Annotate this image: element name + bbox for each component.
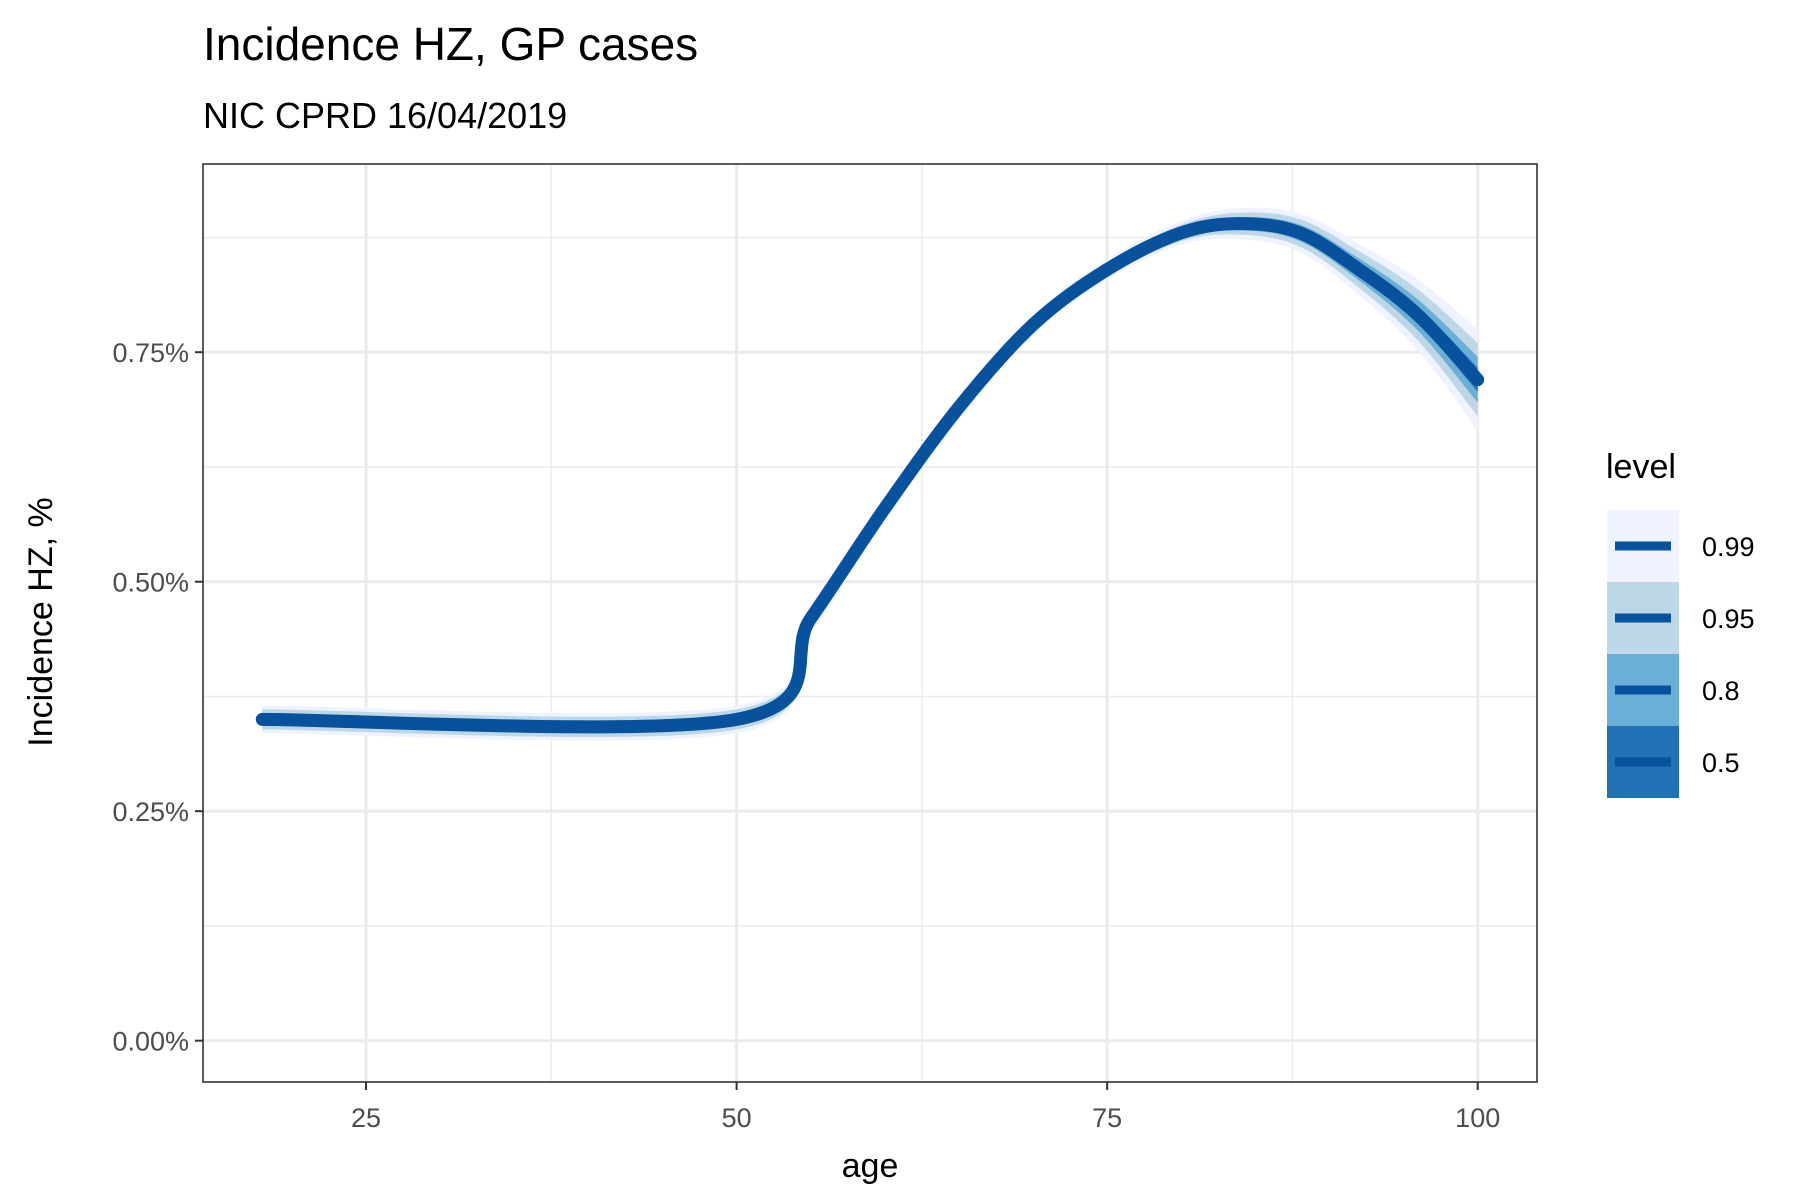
x-tick-label: 75 — [1092, 1103, 1122, 1133]
grid-major — [203, 164, 1537, 1082]
legend-label-0.95: 0.95 — [1702, 604, 1755, 634]
chart-title: Incidence HZ, GP cases — [203, 18, 698, 70]
y-tick-label: 0.00% — [112, 1027, 189, 1057]
chart-subtitle: NIC CPRD 16/04/2019 — [203, 95, 567, 136]
y-tick-label: 0.75% — [112, 338, 189, 368]
x-axis-title: age — [842, 1147, 899, 1185]
plot-panel — [202, 163, 1538, 1083]
panel-border — [202, 163, 1538, 1083]
x-tick-label: 25 — [351, 1103, 381, 1133]
x-tick-label: 50 — [722, 1103, 752, 1133]
y-tick-label: 0.25% — [112, 797, 189, 827]
grid-minor — [203, 164, 1537, 1082]
y-tick-label: 0.50% — [112, 568, 189, 598]
y-axis: 0.00% 0.25% 0.50% 0.75% — [112, 338, 203, 1057]
legend: level 0.99 0.95 0.8 0.5 — [1606, 448, 1755, 798]
legend-label-0.99: 0.99 — [1702, 532, 1755, 562]
legend-title: level — [1606, 448, 1676, 486]
y-axis-title: Incidence HZ, % — [22, 497, 60, 746]
panel-background — [203, 164, 1537, 1082]
median-line — [255, 217, 1485, 734]
legend-label-0.8: 0.8 — [1702, 676, 1740, 706]
x-tick-label: 100 — [1455, 1103, 1500, 1133]
legend-keys: 0.99 0.95 0.8 0.5 — [1607, 510, 1755, 798]
x-axis: 25 50 75 100 — [351, 1082, 1500, 1133]
legend-label-0.5: 0.5 — [1702, 748, 1740, 778]
